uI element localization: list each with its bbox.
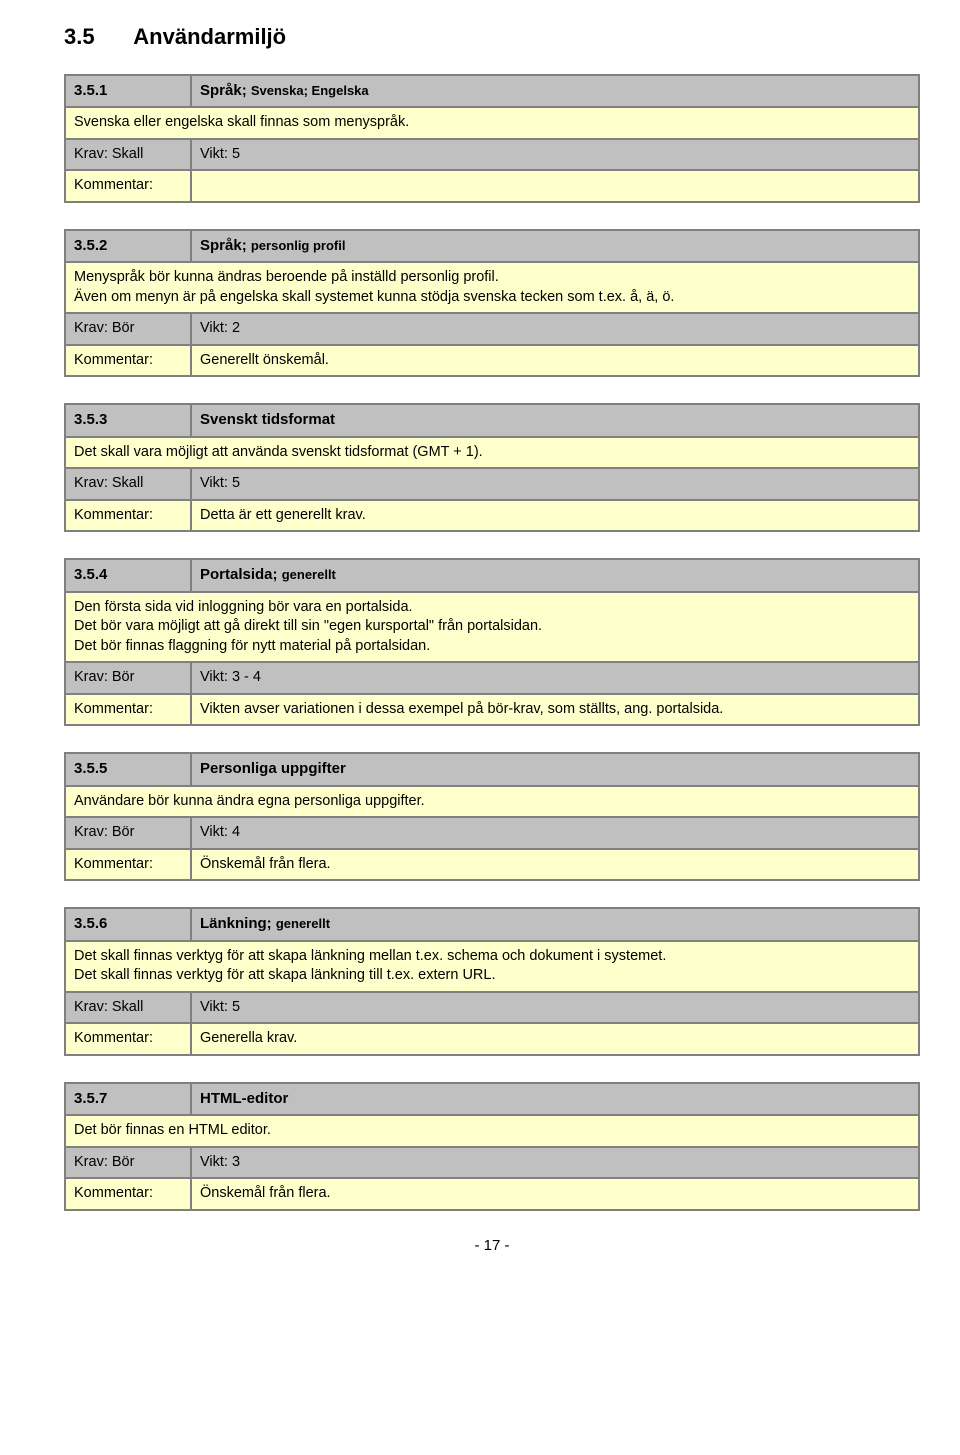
requirement-title: Språk; Svenska; Engelska <box>191 75 919 107</box>
kommentar-text: Generellt önskemål. <box>191 345 919 377</box>
requirement-title-main: Språk; <box>200 237 247 254</box>
page-title: 3.5 Användarmiljö <box>64 24 920 50</box>
requirement-body: Menyspråk bör kunna ändras beroende på i… <box>65 262 919 313</box>
vikt-label: Vikt: 5 <box>191 139 919 171</box>
requirement-body: Det skall vara möjligt att använda svens… <box>65 437 919 469</box>
kommentar-label: Kommentar: <box>65 1023 191 1055</box>
requirement-body-line: Även om menyn är på engelska skall syste… <box>74 288 910 308</box>
requirement-body-line: Användare bör kunna ändra egna personlig… <box>74 792 910 812</box>
requirement-title-main: Länkning; <box>200 915 272 932</box>
krav-label: Krav: Bör <box>65 662 191 694</box>
requirement-title-main: HTML-editor <box>200 1090 288 1107</box>
requirement-body: Den första sida vid inloggning bör vara … <box>65 592 919 663</box>
requirement-number: 3.5.4 <box>65 559 191 591</box>
requirement-body-line: Det bör finnas flaggning för nytt materi… <box>74 637 910 657</box>
kommentar-text: Önskemål från flera. <box>191 849 919 881</box>
requirement-table: 3.5.7 HTML-editor Det bör finnas en HTML e… <box>64 1082 920 1211</box>
requirement-body: Det bör finnas en HTML editor. <box>65 1115 919 1147</box>
requirement-title-main: Personliga uppgifter <box>200 760 346 777</box>
requirement-body: Användare bör kunna ändra egna personlig… <box>65 786 919 818</box>
requirement-body-line: Det bör vara möjligt att gå direkt till … <box>74 617 910 637</box>
kommentar-text: Vikten avser variationen i dessa exempel… <box>191 694 919 726</box>
requirement-number: 3.5.7 <box>65 1083 191 1115</box>
requirement-table: 3.5.5 Personliga uppgifter Användare bör k… <box>64 752 920 881</box>
requirement-title-main: Svenskt tidsformat <box>200 411 335 428</box>
requirement-title: Länkning; generellt <box>191 908 919 940</box>
requirement-number: 3.5.2 <box>65 230 191 262</box>
requirement-body-line: Svenska eller engelska skall finnas som … <box>74 113 910 133</box>
requirement-table: 3.5.1Språk; Svenska; EngelskaSvenska ell… <box>64 74 920 203</box>
vikt-label: Vikt: 4 <box>191 817 919 849</box>
requirement-title-sub: Svenska; Engelska <box>251 83 369 98</box>
requirement-body-line: Det skall vara möjligt att använda svens… <box>74 443 910 463</box>
requirement-body: Svenska eller engelska skall finnas som … <box>65 107 919 139</box>
kommentar-label: Kommentar: <box>65 500 191 532</box>
requirement-number: 3.5.3 <box>65 404 191 436</box>
requirement-table: 3.5.4Portalsida; generelltDen första sid… <box>64 558 920 726</box>
vikt-label: Vikt: 3 <box>191 1147 919 1179</box>
requirement-body: Det skall finnas verktyg för att skapa l… <box>65 941 919 992</box>
page-number: - 17 - <box>64 1237 920 1254</box>
requirement-title-sub: generellt <box>276 916 330 931</box>
kommentar-label: Kommentar: <box>65 345 191 377</box>
requirement-body-line: Det skall finnas verktyg för att skapa l… <box>74 947 910 967</box>
kommentar-label: Kommentar: <box>65 694 191 726</box>
requirement-title-main: Portalsida; <box>200 566 278 583</box>
requirement-body-line: Det bör finnas en HTML editor. <box>74 1121 910 1141</box>
page-title-text: Användarmiljö <box>133 24 286 49</box>
vikt-label: Vikt: 5 <box>191 468 919 500</box>
krav-label: Krav: Skall <box>65 468 191 500</box>
krav-label: Krav: Skall <box>65 139 191 171</box>
kommentar-text: Önskemål från flera. <box>191 1178 919 1210</box>
requirement-body-line: Den första sida vid inloggning bör vara … <box>74 598 910 618</box>
kommentar-label: Kommentar: <box>65 849 191 881</box>
vikt-label: Vikt: 2 <box>191 313 919 345</box>
requirement-number: 3.5.6 <box>65 908 191 940</box>
requirement-table: 3.5.2Språk; personlig profilMenyspråk bö… <box>64 229 920 378</box>
kommentar-text <box>191 170 919 202</box>
kommentar-label: Kommentar: <box>65 1178 191 1210</box>
requirement-title-sub: generellt <box>282 567 336 582</box>
krav-label: Krav: Bör <box>65 817 191 849</box>
requirement-table: 3.5.3 Svenskt tidsformat Det skall vara mö… <box>64 403 920 532</box>
vikt-label: Vikt: 5 <box>191 992 919 1024</box>
requirement-title: Portalsida; generellt <box>191 559 919 591</box>
kommentar-label: Kommentar: <box>65 170 191 202</box>
requirement-number: 3.5.5 <box>65 753 191 785</box>
page-title-number: 3.5 <box>64 24 128 50</box>
requirement-title-sub: personlig profil <box>251 238 346 253</box>
requirement-title: HTML-editor <box>191 1083 919 1115</box>
requirement-body-line: Menyspråk bör kunna ändras beroende på i… <box>74 268 910 288</box>
vikt-label: Vikt: 3 - 4 <box>191 662 919 694</box>
kommentar-text: Generella krav. <box>191 1023 919 1055</box>
krav-label: Krav: Bör <box>65 1147 191 1179</box>
requirement-table: 3.5.6Länkning; generelltDet skall finnas… <box>64 907 920 1056</box>
krav-label: Krav: Bör <box>65 313 191 345</box>
requirement-title: Svenskt tidsformat <box>191 404 919 436</box>
requirement-number: 3.5.1 <box>65 75 191 107</box>
requirement-title: Språk; personlig profil <box>191 230 919 262</box>
krav-label: Krav: Skall <box>65 992 191 1024</box>
kommentar-text: Detta är ett generellt krav. <box>191 500 919 532</box>
requirement-title-main: Språk; <box>200 82 247 99</box>
requirement-title: Personliga uppgifter <box>191 753 919 785</box>
requirement-body-line: Det skall finnas verktyg för att skapa l… <box>74 966 910 986</box>
